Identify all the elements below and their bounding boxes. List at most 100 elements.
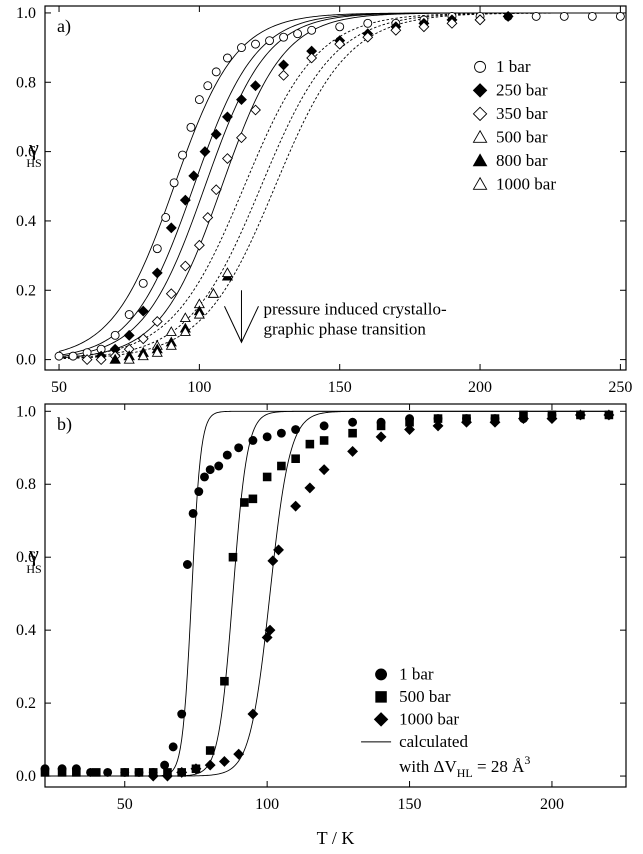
panel-a-data-point: [178, 150, 187, 160]
panel-a-series: [123, 267, 234, 364]
panel-a-data-point: [165, 288, 177, 300]
panel-b-data-point: [205, 465, 215, 475]
panel-b-data-point: [177, 709, 187, 719]
panel-a-data-point: [210, 128, 222, 140]
panel-a-legend-marker: [474, 60, 486, 73]
panel-a-data-point: [169, 178, 179, 188]
panel-b-data-point: [603, 409, 615, 421]
panel-b-chart: 50 100 150 200 0.0 0.2 0.4 0.6 0.8 1.0 γHS T / K b) 1…: [16, 403, 627, 848]
panel-b-data-point: [348, 417, 358, 427]
panel-b-data-point: [347, 445, 359, 457]
panel-a-data-point: [222, 111, 233, 123]
panel-b-y-tick-label: 0.0: [16, 768, 36, 785]
panel-b-x-tick-label: 150: [398, 796, 422, 813]
panel-a-legend-marker: [472, 106, 488, 122]
panel-b-data-point: [188, 508, 198, 518]
panel-b-data-point: [276, 428, 286, 438]
panel-a-data-point: [236, 94, 247, 106]
panel-a-x-tick-label: 50: [51, 379, 67, 396]
panel-b-legend-calculated: calculated: [399, 732, 468, 751]
panel-a-data-point: [199, 146, 211, 158]
panel-b-data-point: [376, 421, 386, 431]
panel-b-y-axis-label: γ: [28, 541, 39, 566]
panel-a-data-point: [334, 38, 346, 50]
panel-a-x-tick-label: 200: [468, 379, 492, 396]
panel-a-y-tick-label: 0.4: [16, 213, 36, 230]
panel-a-x-tick-label: 250: [608, 379, 632, 396]
panel-b-data-point: [134, 768, 144, 777]
panel-b-plot-frame: [44, 403, 627, 788]
panel-a-data-point: [161, 213, 171, 222]
panel-a-data-point: [362, 31, 374, 43]
panel-a-series: [54, 11, 625, 361]
panel-a-legend-label: 800 bar: [496, 151, 548, 170]
panel-b-data-point: [461, 416, 472, 428]
panel-a-x-tick-label: 100: [187, 379, 211, 396]
panel-a-data-point: [95, 354, 107, 366]
panel-b-legend-formula-prefix: with ΔV: [399, 757, 457, 776]
panel-a-label: a): [57, 16, 71, 37]
panel-b-fit-curve: [45, 410, 612, 777]
panel-a-legend-label: 1 bar: [496, 57, 531, 76]
panel-b-legend-label: 500 bar: [399, 687, 451, 706]
panel-b-legend-marker: [373, 712, 389, 727]
panel-a-data-point: [587, 11, 597, 21]
panel-a-y-tick-label: 0.8: [16, 74, 36, 91]
panel-a-data-point: [251, 39, 260, 49]
panel-b-data-point: [319, 436, 329, 445]
panel-b-data-point: [182, 560, 192, 569]
panel-b-series: [147, 409, 615, 782]
panel-a-data-point: [54, 351, 64, 361]
panel-a-data-point: [474, 14, 486, 26]
panel-b-y-tick-label: 0.6: [16, 549, 36, 566]
panel-b-data-point: [489, 416, 501, 428]
panel-a-data-point: [203, 81, 213, 91]
panel-b-data-point: [404, 424, 415, 435]
panel-b-data-point: [248, 494, 258, 504]
panel-b-legend-formula-sup: 3: [524, 753, 530, 767]
panel-a-y-axis-label: γ: [28, 135, 39, 160]
panel-b-data-point: [291, 425, 301, 434]
panel-b-data-point: [277, 461, 286, 471]
panel-b-data-point: [432, 420, 444, 432]
panel-b-x-tick-label: 100: [255, 796, 279, 813]
panel-b-legend-label: 1 bar: [399, 664, 434, 683]
panel-a-legend-label: 350 bar: [496, 104, 548, 123]
panel-a-data-point: [446, 17, 458, 29]
panel-b-data-point: [233, 748, 245, 760]
panel-b-x-tick-label: 200: [540, 796, 564, 813]
panel-b-data-point: [261, 632, 273, 643]
panel-b-data-point: [319, 421, 329, 431]
panel-a-legend-marker: [472, 129, 488, 143]
panel-b-data-point: [264, 624, 276, 636]
panel-b-data-point: [162, 770, 173, 782]
panel-b-data-point: [160, 760, 170, 770]
panel-b-data-point: [91, 768, 101, 777]
panel-a-x-tick-label: 150: [328, 379, 352, 396]
panel-b-data-point: [248, 436, 258, 445]
panel-b-data-point: [240, 498, 249, 507]
panel-a-chart: 50 100 150 200 250 0.0 0.2 0.4 0.6 0.8 1.0 γHS a) 1 b…: [16, 5, 632, 396]
panel-b-data-point: [103, 767, 113, 777]
panel-b-data-point: [247, 708, 259, 720]
panel-a-data-point: [137, 350, 149, 361]
panel-a-data-point: [335, 22, 345, 32]
panel-b-data-point: [147, 770, 159, 782]
panel-b-data-point: [204, 759, 216, 771]
panel-a-data-point: [306, 52, 318, 64]
panel-b-legend-formula: with ΔVHL = 28 Å3: [399, 753, 530, 780]
panel-a-data-point: [207, 288, 219, 298]
panel-a-legend-marker: [472, 153, 488, 167]
panel-a-y-tick-label: 0.6: [16, 144, 36, 161]
panel-a-data-point: [179, 260, 191, 272]
panel-b-data-point: [57, 768, 67, 777]
panel-a-data-point: [193, 239, 205, 251]
panel-a-data-point: [502, 10, 514, 22]
panel-a-data-point: [179, 326, 191, 336]
panel-b-data-point: [291, 454, 300, 464]
panel-a-fit-curve: [59, 12, 621, 360]
panel-a-data-point: [151, 267, 163, 279]
panel-a-data-point: [179, 194, 191, 206]
panel-a-data-point: [222, 153, 233, 164]
panel-b-data-point: [218, 756, 230, 767]
